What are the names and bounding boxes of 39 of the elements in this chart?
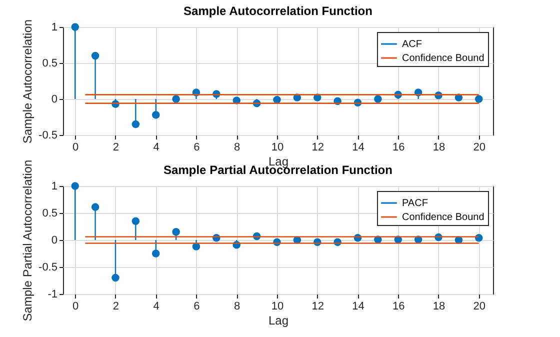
y-tick-label: -0.5 xyxy=(38,262,58,274)
legend-label: Confidence Bound xyxy=(402,212,484,223)
legend-label: Confidence Bound xyxy=(402,53,484,64)
chart-title: Sample Autocorrelation Function xyxy=(184,4,372,18)
y-tick-label: 0 xyxy=(51,234,58,246)
y-tick-label: 0.5 xyxy=(42,58,58,70)
y-tick-label: 1 xyxy=(51,22,58,34)
x-tick-label: 14 xyxy=(352,142,364,154)
legend-label: ACF xyxy=(402,39,422,50)
x-tick-label: 10 xyxy=(271,300,284,312)
y-tick-label: 0.5 xyxy=(42,208,58,220)
x-tick-label: 20 xyxy=(473,142,486,154)
y-tick-label: 0 xyxy=(51,94,58,106)
y-tick-label: -0.5 xyxy=(38,130,58,142)
x-tick-label: 12 xyxy=(312,142,324,154)
legend-label: PACF xyxy=(402,198,428,209)
x-tick-label: 2 xyxy=(112,142,120,154)
y-tick-label: 1 xyxy=(51,180,58,192)
x-tick-label: 16 xyxy=(392,142,405,154)
x-tick-label: 6 xyxy=(194,300,200,312)
x-axis-title: Lag xyxy=(268,314,289,328)
x-tick-label: 6 xyxy=(194,142,200,154)
y-axis-title: Sample Partial Autocorrelation xyxy=(20,160,35,322)
x-tick-label: 12 xyxy=(312,300,324,312)
x-tick-label: 8 xyxy=(234,300,240,312)
x-tick-label: 2 xyxy=(112,300,120,312)
x-tick-label: 4 xyxy=(153,300,160,312)
x-tick-label: 10 xyxy=(271,142,284,154)
x-tick-label: 0 xyxy=(72,300,79,312)
x-tick-label: 0 xyxy=(72,142,79,154)
y-axis-title: Sample Autocorrelation xyxy=(20,19,35,144)
x-tick-label: 16 xyxy=(392,300,405,312)
x-tick-label: 4 xyxy=(153,142,160,154)
x-tick-label: 20 xyxy=(473,300,486,312)
x-tick-label: 8 xyxy=(234,142,240,154)
y-tick-label: -1 xyxy=(48,288,58,300)
x-tick-label: 14 xyxy=(352,300,364,312)
x-tick-label: 18 xyxy=(432,142,446,154)
x-tick-label: 18 xyxy=(432,300,446,312)
